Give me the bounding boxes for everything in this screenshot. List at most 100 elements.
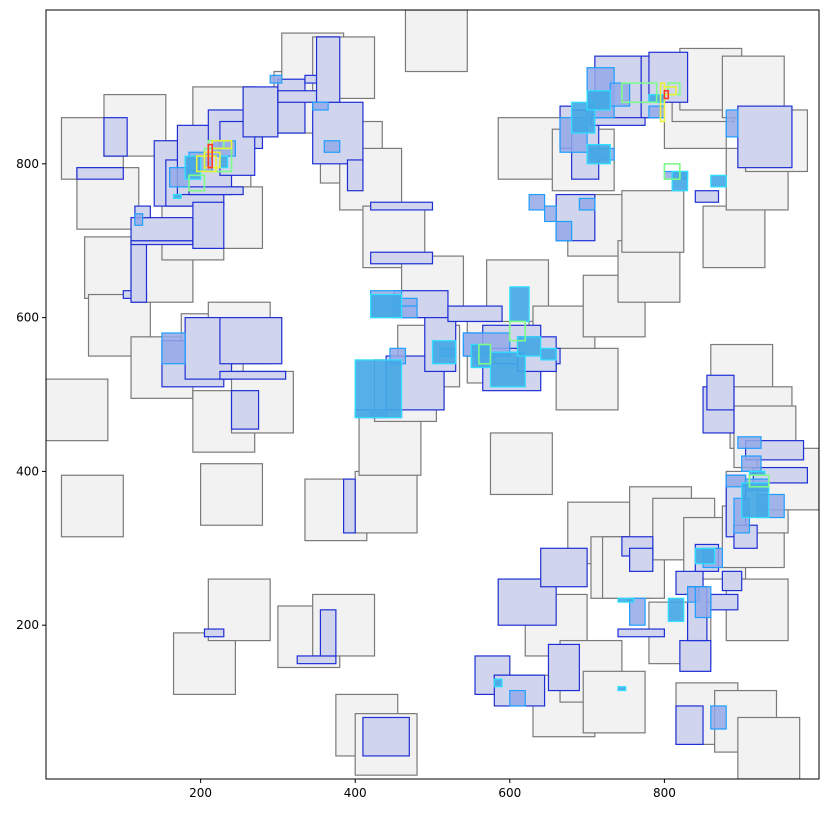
box-level-1-25 [312,101,364,165]
box-level-0-17 [200,463,264,526]
box-level-0-11 [172,632,236,696]
box-level-1-32 [370,201,434,211]
box-level-2-17 [528,193,546,211]
box-level-1-37 [447,305,503,323]
box-level-3-9 [509,286,530,323]
box-level-5-3 [659,82,666,123]
box-level-1-26 [315,36,341,103]
box-level-1-3 [130,240,148,303]
box-level-2-7 [323,140,341,153]
box-level-2-29 [694,586,712,619]
box-level-1-53 [617,628,666,638]
box-level-2-36 [741,455,762,472]
box-level-4-8 [748,474,770,488]
box-level-1-17 [219,370,287,380]
box-level-2-33 [725,109,739,138]
box-level-1-23 [296,655,337,665]
box-level-1-65 [706,374,735,411]
box-level-0-37 [404,10,468,73]
axis-ticks: 200 400 600 800 200 400 600 800 [16,157,676,800]
box-level-4-6 [663,163,681,180]
box-level-2-0 [134,213,144,226]
box-level-0-65 [702,205,766,269]
box-level-0-41 [497,117,561,180]
box-level-3-0 [172,193,182,200]
box-level-3-15 [617,686,627,692]
box-level-2-21 [578,197,596,211]
x-tick-label-200: 200 [189,786,212,800]
box-level-1-27 [319,609,337,657]
box-level-4-5 [621,82,658,104]
x-tick-label-800: 800 [653,786,676,800]
rectangle-layer [46,10,819,779]
box-level-1-0 [76,167,124,180]
box-level-1-31 [362,716,410,757]
box-level-0-56 [621,190,685,253]
box-level-2-31 [710,705,727,730]
box-level-1-20 [242,86,279,138]
box-level-0-75 [737,716,801,779]
box-level-1-24 [304,74,318,84]
box-level-1-1 [103,117,128,157]
box-level-2-1 [161,332,186,365]
box-level-2-19 [555,220,573,242]
box-level-1-67 [721,570,743,592]
box-level-3-14 [586,90,611,111]
box-level-1-33 [370,251,434,265]
y-tick-label-800: 800 [16,157,39,171]
box-level-4-0 [188,174,206,192]
box-level-3-20 [694,547,716,565]
box-level-0-31 [354,470,418,534]
box-level-1-55 [629,547,654,572]
box-level-3-10 [516,336,542,357]
box-level-1-29 [346,159,364,192]
box-level-4-4 [508,320,527,342]
box-level-3-16 [617,597,635,603]
x-tick-label-600: 600 [498,786,521,800]
box-level-3-4 [370,293,403,319]
box-level-6-0 [207,143,213,169]
box-level-1-66 [710,593,739,611]
box-level-1-63 [694,190,720,203]
box-level-1-70 [737,105,793,169]
box-level-3-8 [493,678,503,688]
box-level-1-14 [203,628,225,638]
x-tick-label-400: 400 [344,786,367,800]
box-level-4-3 [478,343,492,365]
box-level-3-11 [540,347,557,361]
box-level-1-60 [679,639,712,672]
y-tick-label-600: 600 [16,311,39,325]
box-level-2-12 [400,305,418,319]
box-level-3-3 [354,359,403,419]
box-level-3-7 [489,351,526,388]
box-level-0-40 [489,432,553,496]
box-level-2-26 [648,105,666,119]
box-level-1-22 [277,90,322,103]
box-level-0-0 [46,378,109,442]
box-level-3-5 [431,340,457,365]
box-level-5-0 [195,155,217,173]
box-level-0-46 [555,347,619,411]
box-level-3-21 [710,174,727,188]
box-level-1-59 [675,705,704,745]
box-level-1-47 [547,643,580,692]
box-level-1-19 [230,390,260,430]
y-tick-label-400: 400 [16,464,39,478]
y-tick-label-200: 200 [16,618,39,632]
box-level-1-28 [343,478,356,534]
box-level-3-13 [586,143,611,165]
box-level-1-18 [219,317,283,365]
box-level-2-35 [737,436,762,449]
box-level-0-32 [358,413,422,476]
box-level-6-1 [663,89,670,100]
box-level-2-5 [269,74,283,84]
box-level-2-18 [543,205,557,223]
box-level-1-21 [277,78,306,134]
box-level-3-18 [667,597,685,622]
box-level-1-13 [192,201,225,249]
box-level-2-6 [312,101,329,111]
box-level-1-46 [540,547,588,588]
plot-frame [45,9,820,780]
box-level-2-16 [509,689,526,707]
